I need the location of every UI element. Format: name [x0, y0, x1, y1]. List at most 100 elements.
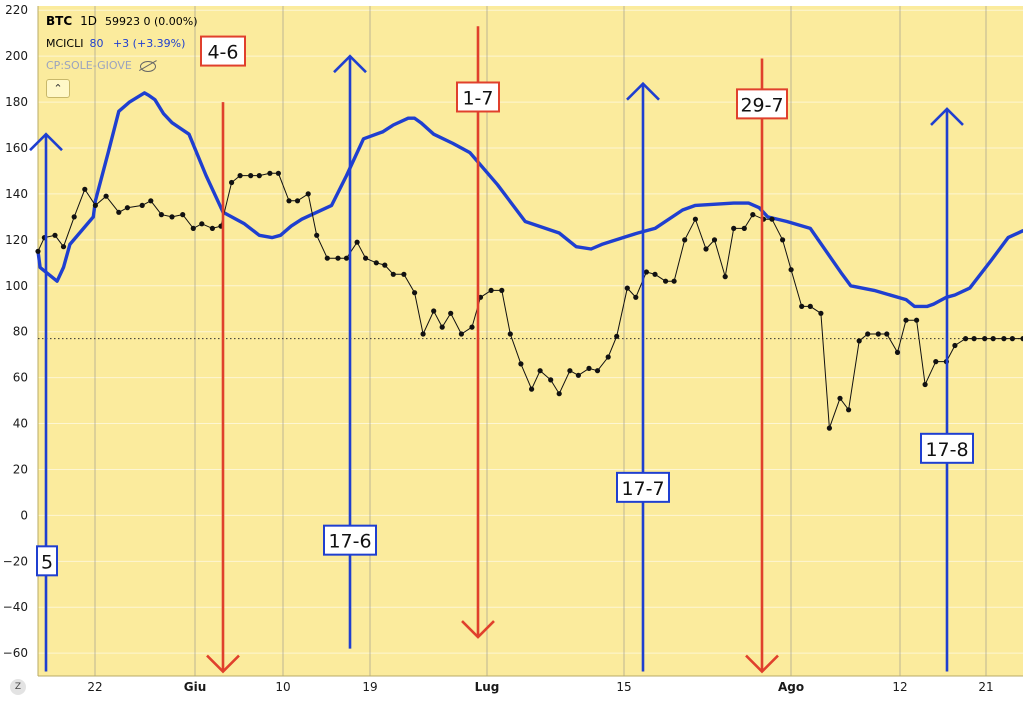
y-tick-label: 0	[20, 508, 28, 522]
vertical-markers: 5 4-6 17-6 1-7 17-7 29-7 17-8	[29, 26, 974, 674]
btc-point	[305, 191, 311, 197]
timeframe[interactable]: 1D	[80, 14, 98, 28]
btc-point	[884, 331, 890, 337]
btc-point	[518, 361, 524, 367]
hidden-eye-icon[interactable]	[139, 60, 156, 72]
btc-point	[982, 336, 988, 342]
btc-point	[594, 368, 601, 374]
arrow-down-icon	[461, 620, 495, 639]
plot-area[interactable]	[38, 6, 1023, 676]
series-mcicli	[36, 91, 1023, 309]
btc-point	[382, 262, 388, 268]
btc-point	[139, 202, 145, 208]
series-btc	[35, 170, 1023, 431]
btc-point	[469, 324, 475, 330]
marker-label-box	[456, 81, 500, 113]
btc-point	[431, 308, 437, 314]
btc-point	[237, 173, 243, 179]
btc-point	[643, 269, 650, 275]
marker-label-text: 4-6	[207, 42, 238, 64]
btc-point	[390, 271, 396, 277]
btc-point	[769, 216, 775, 222]
marker-label-text: 17-8	[925, 439, 968, 461]
btc-point	[846, 407, 852, 413]
price-value: 59923	[105, 15, 141, 28]
legend-row-indicator[interactable]: MCICLI 80 +3 (+3.39%)	[46, 37, 185, 51]
btc-point	[780, 237, 786, 243]
marker-label-box	[920, 432, 974, 464]
btc-point	[354, 239, 360, 245]
mcicli-line	[36, 91, 1023, 309]
btc-point	[837, 395, 843, 401]
btc-point	[275, 170, 281, 176]
hidden-indicator-name[interactable]: CP:SOLE-GIOVE	[46, 59, 132, 72]
arrow-up-icon	[626, 81, 660, 101]
arrow-up-icon	[333, 54, 367, 74]
btc-point	[711, 237, 718, 243]
btc-point	[363, 255, 369, 261]
btc-point	[190, 225, 196, 231]
y-tick-label: 220	[5, 3, 28, 17]
btc-point	[807, 303, 813, 309]
btc-point	[1009, 336, 1016, 342]
arrow-down-icon	[745, 654, 779, 674]
y-tick-label: 100	[5, 279, 28, 293]
btc-point	[556, 391, 562, 397]
btc-point	[703, 246, 709, 252]
btc-point	[180, 212, 186, 218]
btc-point	[116, 209, 122, 215]
btc-point	[52, 232, 58, 238]
marker-label-text: 17-6	[328, 531, 371, 553]
btc-point	[933, 359, 939, 365]
btc-point	[741, 225, 747, 231]
x-tick-label: Giu	[184, 680, 207, 694]
btc-point	[799, 303, 805, 309]
marker-label-box	[323, 524, 377, 556]
marker-label-text: 29-7	[740, 94, 783, 116]
btc-point	[903, 317, 909, 323]
arrow-down-icon	[206, 654, 240, 674]
y-tick-label: 160	[5, 141, 28, 155]
vertical-marker: 29-7	[736, 58, 788, 674]
arrow-up-icon	[930, 107, 964, 126]
y-tick-label: 60	[13, 371, 28, 385]
btc-point	[990, 336, 996, 342]
btc-point	[671, 278, 677, 284]
btc-point	[267, 170, 273, 176]
btc-point	[71, 214, 77, 220]
marker-label-box	[736, 88, 788, 120]
scale-mode-button[interactable]: Z	[10, 679, 26, 695]
collapse-legend-button[interactable]: ⌃	[46, 79, 70, 98]
btc-point	[529, 386, 535, 392]
y-tick-label: 180	[5, 95, 28, 109]
btc-point	[731, 225, 737, 231]
btc-point	[286, 198, 292, 204]
btc-point	[248, 173, 254, 179]
btc-point	[663, 278, 669, 284]
btc-point	[158, 212, 164, 218]
btc-point	[692, 216, 699, 222]
symbol-name[interactable]: BTC	[46, 14, 73, 28]
x-tick-label: 19	[362, 680, 377, 694]
x-tick-label: 12	[892, 680, 907, 694]
btc-point	[324, 255, 330, 261]
y-tick-label: 200	[5, 49, 28, 63]
marker-label-box	[616, 471, 670, 503]
btc-point	[682, 237, 688, 243]
btc-point	[922, 381, 928, 388]
btc-point	[448, 310, 454, 316]
btc-point	[169, 214, 175, 220]
legend-row-hidden[interactable]: CP:SOLE-GIOVE	[46, 59, 156, 73]
x-tick-label: Ago	[778, 680, 804, 694]
btc-point	[124, 205, 130, 211]
grid-lines	[37, 6, 1023, 677]
y-tick-label: −60	[3, 646, 28, 660]
vertical-marker: 17-7	[616, 81, 670, 672]
indicator-name[interactable]: MCICLI	[46, 37, 84, 50]
btc-point	[856, 338, 862, 344]
btc-point	[537, 368, 543, 374]
price-change: 0 (0.00%)	[143, 15, 198, 28]
btc-point	[401, 271, 407, 277]
